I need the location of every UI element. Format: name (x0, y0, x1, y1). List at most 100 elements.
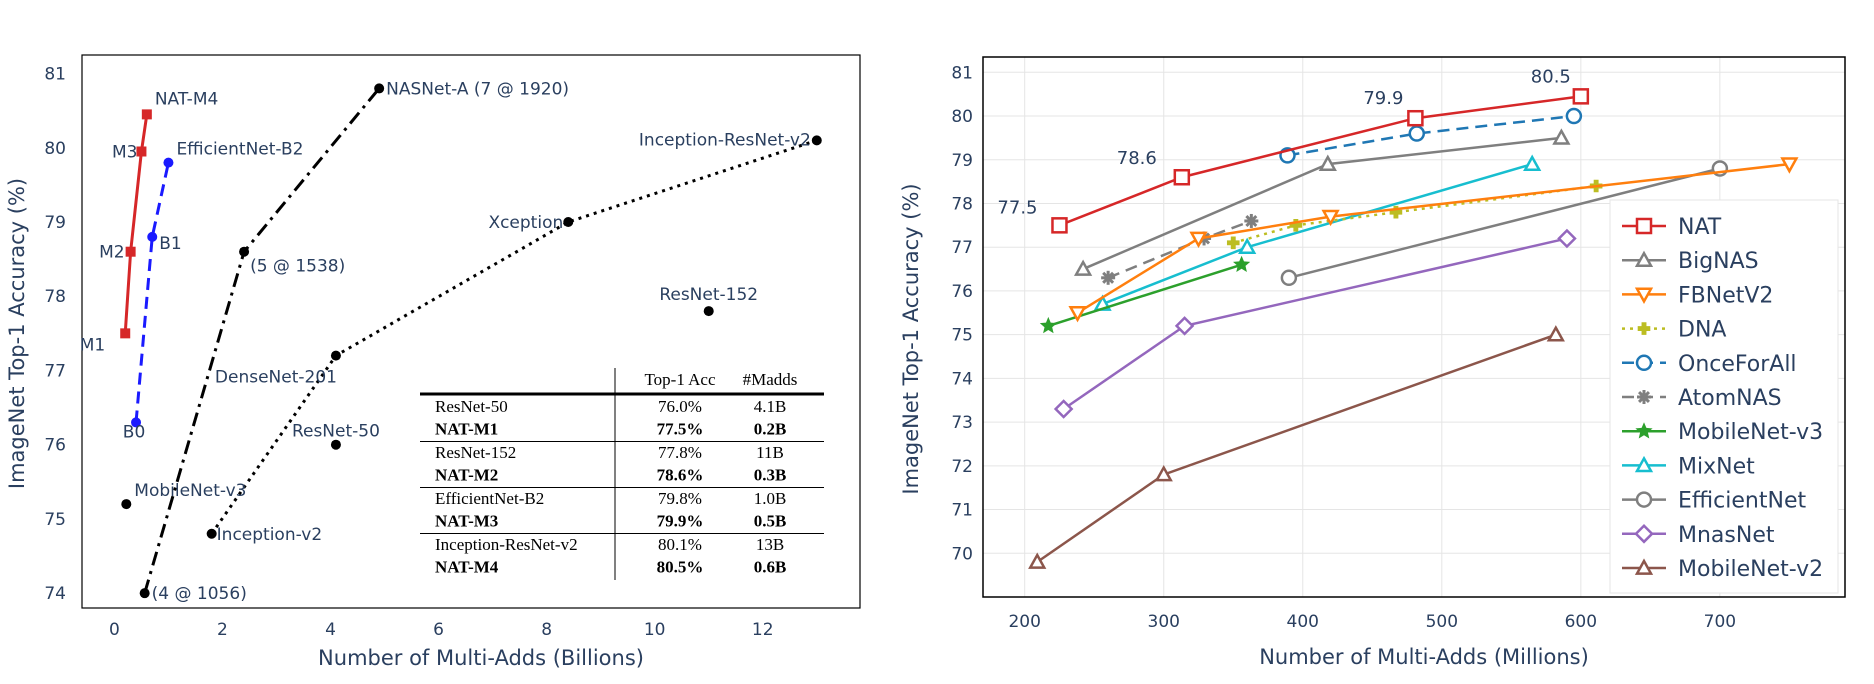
right-data-point (1637, 390, 1651, 404)
right-data-point (1233, 255, 1251, 272)
table-cell: 78.6% (657, 466, 704, 485)
right-data-point (1053, 399, 1074, 419)
right-data-point (1637, 322, 1651, 335)
left-series-line (143, 87, 381, 594)
left-point-label: M1 (80, 335, 105, 355)
right-data-point (1389, 205, 1403, 219)
right-data-point (1173, 168, 1191, 186)
table-cell: 0.3B (754, 466, 787, 485)
right-data-point (1552, 128, 1571, 145)
right-data-point (1635, 491, 1653, 508)
left-point-label: EfficientNet-B2 (176, 140, 303, 160)
legend-label: DNA (1678, 318, 1726, 343)
table-cell: NAT-M4 (435, 558, 499, 577)
right-data-point (1189, 231, 1208, 249)
right-data-point (1635, 217, 1653, 235)
left-series-line (210, 138, 818, 535)
right-series (1093, 154, 1542, 311)
comparison-table: Top-1 Acc #Madds ResNet-50 76.0% 4.1B NAT-M1 7… (420, 368, 824, 580)
legend-label: MnasNet (1678, 523, 1775, 548)
right-x-tick-label: 400 (1287, 612, 1319, 632)
table-cell: 0.2B (754, 420, 787, 439)
left-data-point (131, 417, 142, 428)
right-x-tick-label: 200 (1008, 612, 1040, 632)
left-point-label: MobileNet-v3 (134, 481, 246, 501)
left-point-label: Inception-v2 (217, 525, 323, 545)
right-data-point (1635, 422, 1653, 439)
right-plot-frame (982, 56, 1846, 598)
right-y-tick-label: 76 (951, 282, 973, 302)
table-cell: 80.5% (657, 558, 704, 577)
right-data-point (1174, 316, 1195, 336)
left-data-point (374, 83, 385, 94)
left-y-tick-label: 81 (44, 65, 66, 85)
legend-label: MixNet (1678, 454, 1755, 479)
right-data-point (1039, 316, 1057, 334)
left-point-label: ResNet-50 (292, 422, 380, 442)
left-data-point (330, 439, 341, 450)
left-data-point (147, 231, 158, 242)
left-point-label: B1 (159, 234, 181, 254)
legend-label: AtomNAS (1678, 386, 1782, 411)
left-point-label: Xception (488, 213, 563, 233)
right-y-tick-label: 74 (951, 369, 973, 389)
right-series (1028, 325, 1565, 569)
left-point-label: NASNet-A (7 @ 1920) (386, 79, 569, 99)
left-point-label: B0 (123, 422, 145, 442)
right-series (1226, 179, 1603, 250)
left-y-tick-label: 78 (44, 287, 66, 307)
left-x-tick-label: 0 (109, 620, 120, 640)
left-point-label: M3 (112, 142, 137, 162)
right-annotation: 77.5 (997, 197, 1037, 218)
right-data-point (1780, 157, 1799, 174)
right-series (1279, 107, 1583, 164)
left-point-label: NAT-M4 (155, 89, 218, 109)
right-y-tick-label: 75 (951, 326, 973, 346)
right-annotation: 79.9 (1363, 88, 1403, 109)
left-y-tick-label: 75 (44, 510, 66, 530)
table-cell: 1.0B (754, 489, 787, 508)
asterisk-stroke (1637, 390, 1651, 404)
table-cell: 0.6B (754, 558, 787, 577)
right-data-point (1634, 250, 1654, 268)
left-x-tick-label: 4 (325, 620, 336, 640)
table-cell: 77.5% (657, 420, 704, 439)
left-x-axis-title: Number of Multi-Adds (Billions) (318, 646, 644, 670)
right-series-line (1287, 114, 1575, 157)
table-cell: ResNet-50 (435, 397, 508, 416)
left-data-point (703, 306, 714, 317)
left-data-point (206, 528, 217, 539)
table-cell: 11B (756, 443, 784, 462)
right-y-tick-label: 81 (951, 63, 973, 83)
left-data-point (163, 157, 174, 168)
right-series-line (1036, 333, 1557, 564)
right-data-point (1289, 219, 1303, 232)
left-y-axis-title: ImageNet Top-1 Accuracy (%) (5, 178, 29, 489)
right-y-tick-label: 80 (951, 107, 973, 127)
right-data-point (1634, 524, 1654, 544)
right-data-point (1572, 88, 1590, 105)
right-series-line (1288, 167, 1721, 280)
left-series-line (134, 162, 170, 423)
right-data-point (1634, 558, 1654, 575)
right-annotation: 78.6 (1117, 148, 1157, 169)
right-x-tick-label: 600 (1565, 612, 1597, 632)
right-data-point (1321, 209, 1340, 227)
right-data-point (1068, 305, 1087, 323)
table-cell: ResNet-152 (435, 443, 516, 462)
right-series-line (1076, 162, 1790, 314)
right-series (1039, 255, 1251, 334)
left-data-point (139, 588, 150, 599)
left-data-point (120, 328, 131, 339)
right-annotation: 80.5 (1531, 66, 1571, 87)
left-x-tick-label: 2 (217, 620, 228, 640)
left-data-point (125, 246, 136, 257)
left-y-tick-label: 74 (44, 584, 66, 604)
right-series (1073, 128, 1571, 276)
left-point-label: DenseNet-201 (215, 368, 337, 388)
left-point-label: ResNet-152 (659, 285, 758, 305)
left-point-label: M2 (99, 243, 124, 263)
right-data-point (1280, 269, 1298, 287)
right-y-tick-label: 71 (951, 501, 973, 521)
